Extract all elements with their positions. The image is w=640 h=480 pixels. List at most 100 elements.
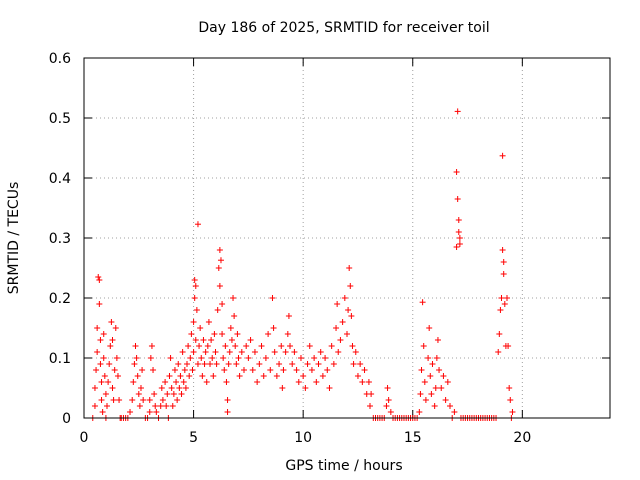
data-point	[134, 373, 141, 379]
data-point	[135, 391, 142, 397]
data-point	[498, 295, 505, 301]
data-point	[438, 385, 445, 391]
data-point	[238, 349, 245, 355]
data-point	[418, 367, 425, 373]
data-point	[265, 331, 272, 337]
data-point	[200, 337, 207, 343]
grid	[84, 58, 610, 418]
data-point	[368, 391, 375, 397]
data-point	[93, 367, 100, 373]
data-point	[137, 385, 144, 391]
data-point	[230, 295, 237, 301]
data-point	[260, 373, 267, 379]
data-point	[130, 379, 137, 385]
data-point	[262, 355, 269, 361]
data-point	[499, 247, 506, 253]
data-point	[108, 319, 115, 325]
data-point	[269, 295, 276, 301]
data-point	[101, 373, 108, 379]
data-point	[300, 373, 307, 379]
data-point	[270, 325, 277, 331]
data-point	[302, 385, 309, 391]
data-point	[315, 361, 322, 367]
data-point	[224, 397, 231, 403]
data-point	[455, 217, 462, 223]
data-point	[223, 379, 230, 385]
data-point	[189, 367, 196, 373]
data-point	[317, 349, 324, 355]
data-point	[440, 373, 447, 379]
data-point	[287, 343, 294, 349]
axis-ticks: 0 0.1 0.2 0.3 0.4 0.5 0.6 0 5 10 15 20	[49, 51, 610, 446]
data-point	[433, 355, 440, 361]
y-tick-label: 0.1	[49, 351, 71, 367]
data-point	[94, 349, 101, 355]
data-point	[187, 355, 194, 361]
data-point	[232, 343, 239, 349]
data-point	[429, 361, 436, 367]
data-point	[245, 355, 252, 361]
data-point	[211, 331, 218, 337]
data-point	[251, 349, 258, 355]
data-point	[148, 343, 155, 349]
data-point	[151, 391, 158, 397]
data-point	[214, 307, 221, 313]
data-point	[279, 385, 286, 391]
data-point	[167, 355, 174, 361]
data-point	[503, 295, 510, 301]
data-point	[416, 409, 423, 415]
data-point	[114, 373, 121, 379]
data-point	[347, 283, 354, 289]
data-point	[168, 385, 175, 391]
data-point	[344, 331, 350, 337]
data-point	[308, 367, 315, 373]
data-point	[186, 373, 193, 379]
data-point	[129, 397, 136, 403]
data-point	[420, 343, 427, 349]
data-point	[326, 385, 333, 391]
data-point	[434, 337, 441, 343]
data-point	[198, 355, 205, 361]
data-point	[190, 319, 197, 325]
data-point	[357, 361, 364, 367]
data-point	[178, 391, 185, 397]
data-point	[334, 301, 341, 307]
data-point	[207, 361, 214, 367]
data-point	[166, 373, 173, 379]
data-point	[205, 319, 212, 325]
data-point	[293, 367, 300, 373]
data-point	[152, 403, 159, 409]
data-point	[426, 325, 433, 331]
data-point	[171, 367, 178, 373]
data-point	[285, 313, 292, 319]
data-point	[213, 361, 220, 367]
data-point	[447, 403, 454, 409]
data-point	[98, 379, 105, 385]
data-point	[311, 355, 318, 361]
data-point	[247, 337, 254, 343]
data-point	[210, 373, 217, 379]
data-point	[175, 361, 182, 367]
data-point	[339, 319, 346, 325]
data-point	[109, 337, 116, 343]
data-point	[454, 196, 461, 202]
data-point	[349, 343, 356, 349]
data-point	[359, 379, 366, 385]
data-point	[419, 299, 426, 306]
data-point	[227, 325, 234, 331]
data-point	[140, 397, 147, 403]
data-point	[202, 349, 209, 355]
data-point	[235, 355, 242, 361]
data-point	[99, 409, 106, 415]
x-tick-label: 10	[294, 430, 312, 446]
data-point	[216, 247, 223, 253]
data-point	[499, 152, 506, 159]
data-point	[188, 331, 195, 337]
data-point	[354, 373, 361, 379]
data-point	[352, 349, 359, 355]
data-point	[91, 403, 98, 409]
data-point	[506, 385, 513, 391]
data-point	[150, 367, 157, 373]
data-point	[127, 409, 134, 415]
